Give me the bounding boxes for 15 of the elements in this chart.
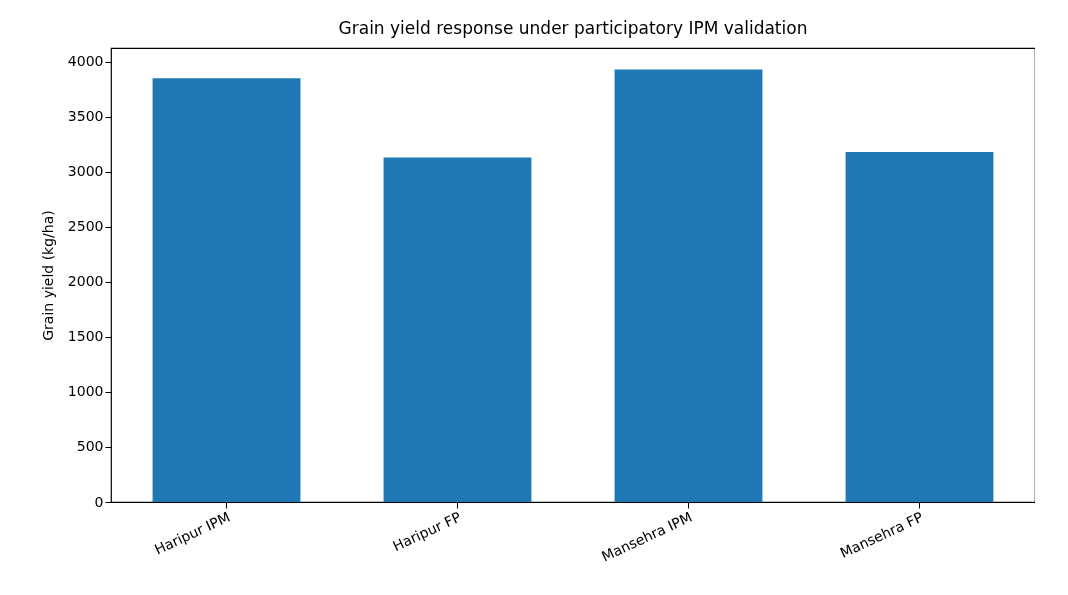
y-tick-label: 2500 <box>67 218 104 235</box>
y-tick-label: 2000 <box>67 273 104 290</box>
y-tick-label: 0 <box>94 493 104 510</box>
bar <box>845 152 994 502</box>
y-tick-label: 3000 <box>67 163 104 180</box>
y-tick-label: 4000 <box>67 53 104 70</box>
y-tick-label: 1000 <box>67 383 104 400</box>
bar <box>383 157 532 502</box>
bar <box>614 69 763 502</box>
y-tick-label: 500 <box>76 438 104 455</box>
y-tick-label: 3500 <box>67 108 104 125</box>
chart-title: Grain yield response under participatory IPM validation <box>338 18 808 38</box>
y-axis-title: Grain yield (kg/ha) <box>39 210 56 341</box>
bar <box>152 78 301 502</box>
y-tick-label: 1500 <box>67 328 104 345</box>
